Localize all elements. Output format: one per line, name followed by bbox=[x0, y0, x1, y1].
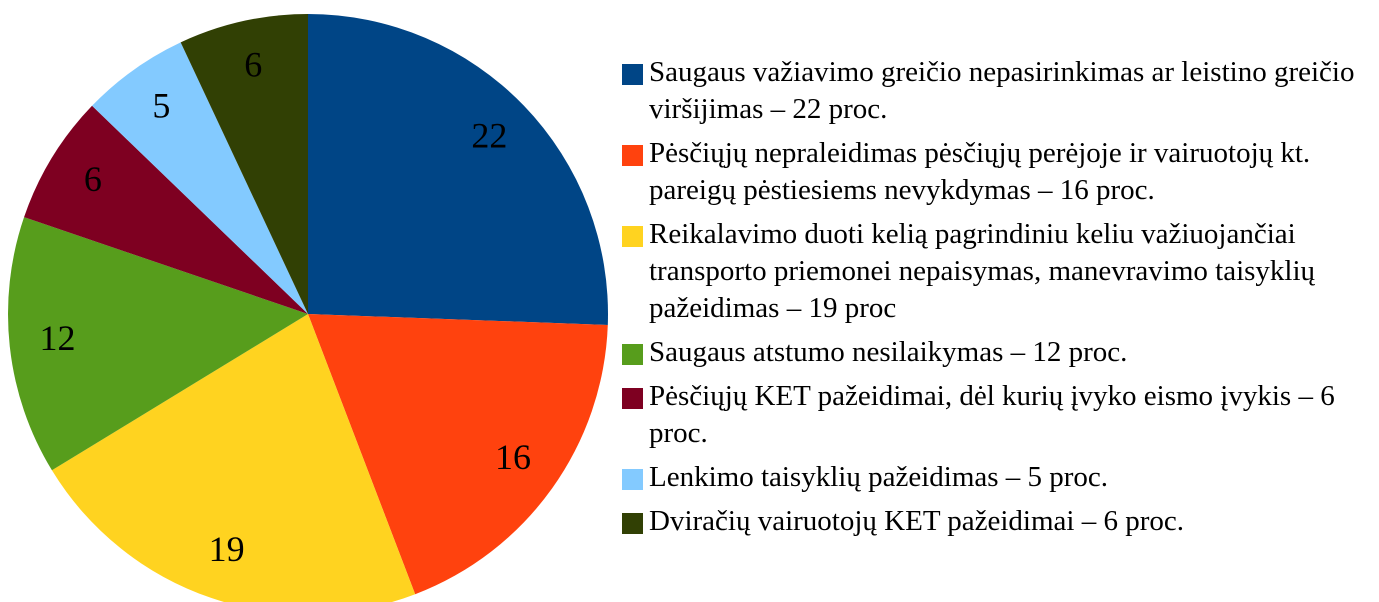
legend-entry: Saugaus atstumo nesilaikymas – 12 proc. bbox=[622, 334, 1374, 371]
legend-entry: Pėsčiųjų KET pažeidimai, dėl kurių įvyko… bbox=[622, 378, 1374, 452]
legend-entry: Saugaus važiavimo greičio nepasirinkimas… bbox=[622, 54, 1374, 128]
legend-swatch bbox=[622, 388, 643, 409]
data-label: 6 bbox=[84, 159, 102, 199]
data-label: 22 bbox=[471, 115, 507, 155]
legend-swatch bbox=[622, 344, 643, 365]
pie-slice bbox=[308, 14, 608, 325]
pie-slice bbox=[308, 314, 608, 595]
legend-label: Dviračių vairuotojų KET pažeidimai – 6 p… bbox=[649, 505, 1184, 537]
legend-swatch bbox=[622, 513, 643, 534]
legend-label: Saugaus važiavimo greičio nepasirinkimas… bbox=[649, 56, 1355, 125]
data-label: 12 bbox=[40, 318, 76, 358]
pie-slice bbox=[8, 217, 309, 471]
data-label: 6 bbox=[244, 44, 262, 84]
legend-label: Pėsčiųjų KET pažeidimai, dėl kurių įvyko… bbox=[649, 380, 1335, 449]
legend-label: Saugaus atstumo nesilaikymas – 12 proc. bbox=[649, 336, 1128, 368]
legend-swatch bbox=[622, 469, 643, 490]
legend: Saugaus važiavimo greičio nepasirinkimas… bbox=[622, 54, 1374, 547]
legend-entry: Pėsčiųjų nepraleidimas pėsčiųjų perėjoje… bbox=[622, 135, 1374, 209]
data-label: 5 bbox=[152, 85, 170, 125]
data-label: 19 bbox=[209, 529, 245, 569]
legend-label: Lenkimo taisyklių pažeidimas – 5 proc. bbox=[649, 461, 1109, 493]
legend-swatch bbox=[622, 64, 643, 85]
legend-label: Reikalavimo duoti kelią pagrindiniu keli… bbox=[649, 218, 1316, 324]
legend-swatch bbox=[622, 226, 643, 247]
pie-slice bbox=[92, 42, 308, 314]
pie-slice bbox=[180, 14, 308, 314]
legend-entry: Dviračių vairuotojų KET pažeidimai – 6 p… bbox=[622, 503, 1374, 540]
legend-entry: Lenkimo taisyklių pažeidimas – 5 proc. bbox=[622, 459, 1374, 496]
data-label: 16 bbox=[495, 437, 531, 477]
pie-slice bbox=[51, 314, 416, 602]
pie-slice bbox=[24, 105, 309, 314]
legend-entry: Reikalavimo duoti kelią pagrindiniu keli… bbox=[622, 216, 1374, 327]
legend-swatch bbox=[622, 145, 643, 166]
legend-label: Pėsčiųjų nepraleidimas pėsčiųjų perėjoje… bbox=[649, 137, 1311, 206]
